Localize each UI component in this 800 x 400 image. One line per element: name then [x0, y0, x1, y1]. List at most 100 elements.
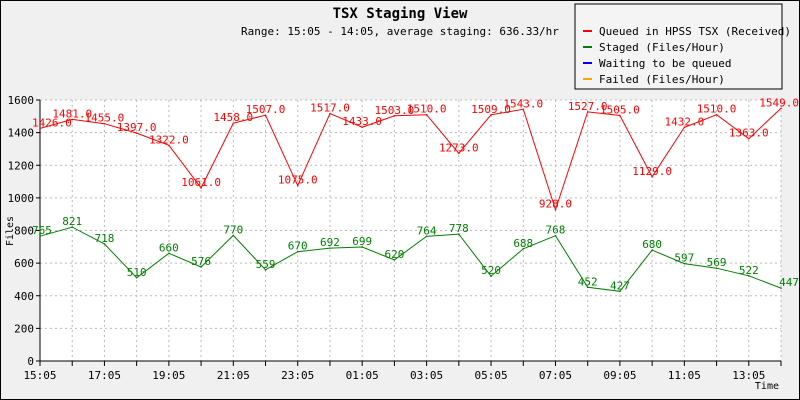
data-point: [232, 234, 235, 237]
data-point: [458, 233, 460, 235]
data-label: 1517.0: [310, 102, 350, 115]
data-point: [71, 118, 74, 121]
data-point: [522, 108, 525, 111]
data-label: 1426.0: [32, 116, 72, 129]
data-label: 1397.0: [117, 121, 157, 134]
x-tick-label: 13:05: [732, 369, 765, 382]
data-label: 1549.0: [759, 96, 799, 109]
data-label: 620: [384, 248, 404, 261]
data-point: [103, 243, 106, 245]
data-point: [458, 152, 460, 155]
y-tick-label: 1400: [8, 127, 35, 140]
data-label: 688: [513, 237, 533, 250]
chart-title: TSX Staging View: [333, 6, 468, 22]
data-point: [554, 234, 557, 237]
data-label: 718: [94, 232, 114, 245]
data-label: 670: [288, 240, 308, 253]
data-label: 1505.0: [600, 103, 640, 116]
data-label: 660: [159, 241, 179, 254]
data-point: [780, 107, 782, 110]
y-axis-label: Files: [5, 216, 16, 246]
x-tick-label: 07:05: [539, 369, 572, 382]
data-label: 510: [127, 266, 147, 279]
data-point: [168, 144, 170, 147]
legend-label: Queued in HPSS TSX (Received): [599, 25, 791, 38]
data-label: 1432.0: [664, 115, 704, 128]
data-point: [747, 275, 750, 277]
data-label: 1543.0: [503, 97, 543, 110]
data-point: [651, 176, 653, 178]
data-point: [780, 287, 782, 289]
data-point: [39, 127, 41, 130]
data-point: [683, 126, 686, 129]
data-point: [296, 250, 299, 253]
data-point: [715, 267, 718, 269]
data-point: [103, 122, 106, 125]
data-point: [135, 277, 138, 279]
data-point: [168, 252, 170, 255]
data-point: [232, 122, 235, 124]
data-label: 928.0: [539, 198, 572, 211]
x-tick-label: 21:05: [217, 369, 250, 382]
legend-box: [574, 3, 783, 90]
data-point: [71, 226, 74, 228]
data-point: [619, 290, 621, 293]
data-point: [264, 269, 267, 271]
y-tick-label: 800: [14, 225, 34, 238]
data-label: 1455.0: [85, 112, 125, 125]
data-label: 1061.0: [181, 176, 221, 189]
x-tick-label: 05:05: [474, 369, 507, 382]
data-point: [490, 114, 492, 116]
data-point: [393, 259, 396, 261]
data-point: [425, 235, 428, 238]
series-lines: [39, 107, 782, 293]
data-point: [619, 114, 621, 117]
data-point: [586, 286, 589, 289]
data-label: 1527.0: [568, 100, 608, 113]
data-point: [39, 235, 41, 238]
data-point: [490, 275, 492, 277]
data-label: 569: [707, 256, 727, 269]
x-tick-label: 17:05: [88, 369, 121, 382]
series-line-1: [39, 226, 782, 292]
axes: 0 200 400 600 800 1000 1200 1400 1600 15:05 17:05 1…: [8, 94, 782, 382]
x-tick-label: 03:05: [410, 369, 443, 382]
data-point: [522, 247, 525, 250]
data-point: [329, 112, 331, 115]
data-point: [361, 126, 363, 129]
data-point: [683, 262, 686, 265]
data-label: 1363.0: [729, 127, 769, 140]
data-label: 597: [674, 252, 694, 265]
data-label: 1509.0: [471, 103, 511, 116]
data-label: 1507.0: [246, 103, 286, 116]
legend-label: Failed (Files/Hour): [599, 73, 725, 86]
x-tick-label: 23:05: [281, 369, 314, 382]
data-point: [393, 115, 396, 117]
data-label: 1075.0: [278, 174, 318, 187]
series-line-0: [39, 107, 782, 212]
y-tick-label: 1600: [8, 94, 35, 107]
data-label: 692: [320, 236, 340, 249]
x-tick-label: 09:05: [603, 369, 636, 382]
data-label: 559: [256, 258, 276, 271]
x-tick-label: 11:05: [668, 369, 701, 382]
y-tick-label: 1000: [8, 192, 35, 205]
x-tick-label: 01:05: [346, 369, 379, 382]
data-point: [135, 132, 138, 134]
data-label: 520: [481, 264, 501, 277]
data-point: [747, 137, 750, 140]
data-label: 576: [191, 255, 211, 268]
x-tick-label: 15:05: [23, 369, 56, 382]
data-point: [425, 113, 428, 116]
data-label: 1510.0: [697, 103, 737, 116]
data-point: [329, 247, 331, 249]
data-label: 452: [578, 275, 598, 288]
y-tick-label: 0: [27, 355, 34, 368]
grid: [40, 99, 782, 361]
data-label: 821: [62, 215, 82, 228]
data-label: 1129.0: [632, 165, 672, 178]
data-label: 1273.0: [439, 141, 479, 154]
data-label: 770: [223, 223, 243, 236]
